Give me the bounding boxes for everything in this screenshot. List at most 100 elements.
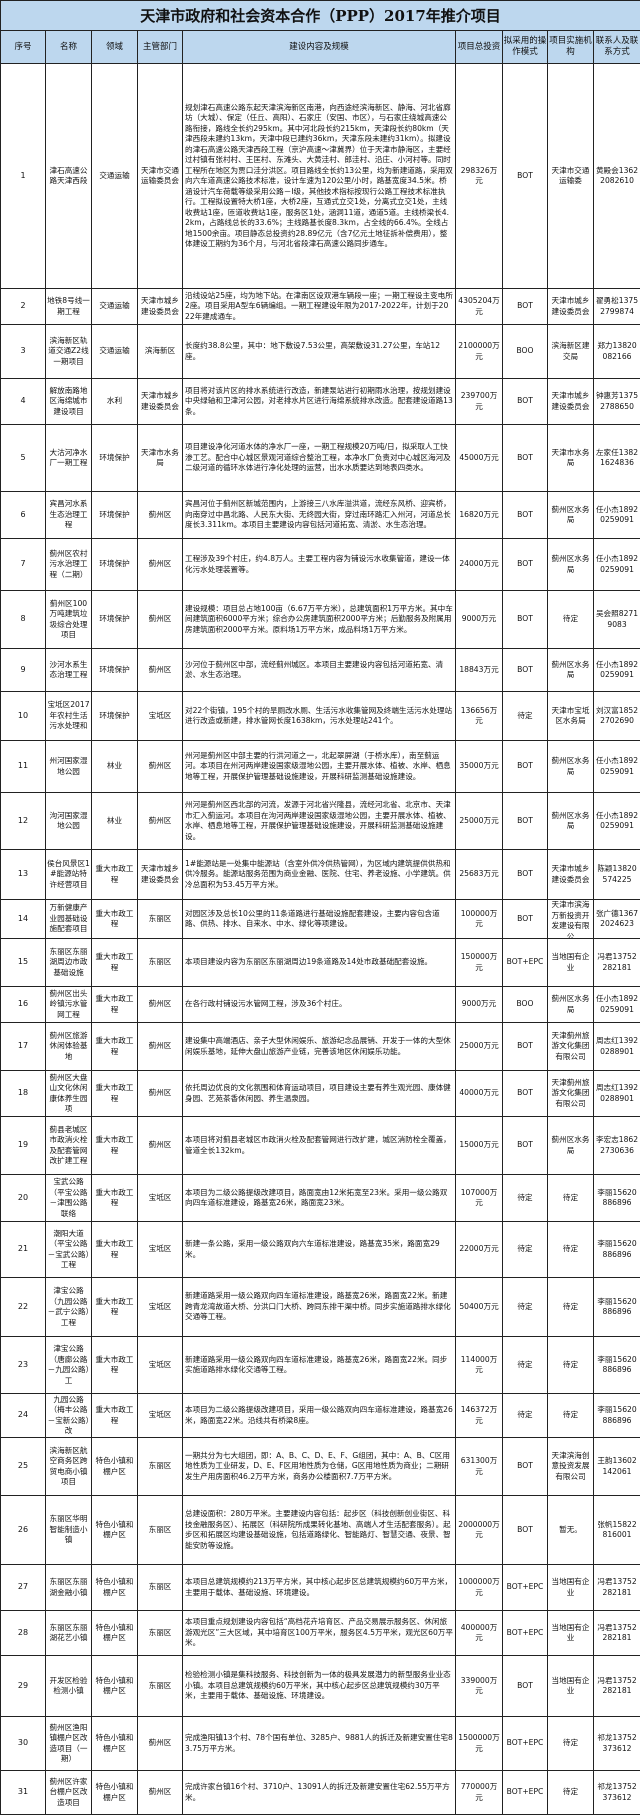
row-index-cell: 30 — [1, 1717, 46, 1771]
row-index-cell: 1 — [1, 64, 46, 289]
construction-content: 依托周边优良的文化氛围和体育运动项目，项目建设主要有养生观光园、康体健身园、艺苑… — [183, 1083, 455, 1104]
field: 环境保护 — [92, 453, 137, 464]
department: 滨海新区 — [138, 346, 182, 357]
contact-cell: 任小杰18920259091 — [594, 649, 640, 692]
department-cell: 宝坻区 — [138, 692, 183, 741]
operation-mode-cell: BOO — [503, 325, 548, 379]
operation-mode-cell: 待定 — [503, 1278, 548, 1337]
construction-content-cell: 项目建设净化河道水体的净水厂一座，一期工程规模20万吨/日，拟采取人工快渗工艺。… — [183, 425, 456, 492]
operation-mode-cell: BOT — [503, 850, 548, 900]
implementing-agency: 蓟州区水务局 — [548, 994, 593, 1015]
row-index-cell: 4 — [1, 379, 46, 425]
contact-cell: 冯君13752282181 — [594, 1565, 640, 1611]
row-index-cell: 27 — [1, 1565, 46, 1611]
row-index-cell: 20 — [1, 1175, 46, 1222]
construction-content-cell: 本项目总建筑规模约213万平方米，其中核心起步区总建筑规模约60万平方米，主要用… — [183, 1565, 456, 1611]
construction-content-cell: 本项目为二级公路提级改建项目，路面宽由12米拓宽至23米。采用一级公路双向四车道… — [183, 1175, 456, 1222]
contact-cell: 周志红13920288901 — [594, 1071, 640, 1117]
contact: 周志红13920288901 — [594, 1036, 640, 1057]
construction-content-cell: 本项目将对蓟县老城区市政消火栓及配套管网进行改扩建，城区消防栓全覆盖，管道全长1… — [183, 1117, 456, 1175]
implementing-agency: 待定 — [548, 1302, 593, 1313]
implementing-agency-cell: 蓟州区水务局 — [548, 539, 594, 591]
implementing-agency-cell: 待定 — [548, 1337, 594, 1394]
contact: 左家任13821624836 — [594, 448, 640, 469]
total-investment: 114000万元 — [456, 1355, 502, 1376]
field-cell: 特色小镇和棚户区 — [92, 1771, 138, 1815]
row-index: 3 — [1, 346, 45, 357]
row-index-cell: 5 — [1, 425, 46, 492]
field: 重大市政工程 — [92, 864, 137, 885]
row-index-cell: 7 — [1, 539, 46, 591]
construction-content-cell: 宾昌河位于蓟州区新城范围内，上游接三八水库溢洪道，流经东风桥、迎宾桥，向南穿过中… — [183, 492, 456, 539]
field-cell: 特色小镇和棚户区 — [92, 1565, 138, 1611]
department: 蓟州区 — [138, 1787, 182, 1798]
contact: 冯君13752282181 — [594, 1577, 640, 1598]
row-index: 2 — [1, 301, 45, 312]
header-col-index: 序号 — [1, 31, 46, 64]
total-investment: 22000万元 — [456, 1244, 502, 1255]
operation-mode: BOT — [503, 510, 547, 521]
operation-mode-cell: BOT — [503, 793, 548, 850]
implementing-agency-cell: 天津市滨海万新投资开发建设有限公 — [548, 900, 594, 939]
total-investment: 339000万元 — [456, 1676, 502, 1697]
total-investment-cell: 4305204万元 — [456, 289, 503, 325]
row-index: 7 — [1, 559, 45, 570]
field-cell: 特色小镇和棚户区 — [92, 1496, 138, 1565]
total-investment: 298326万元 — [456, 166, 502, 187]
project-name: 蓟州区100万吨建筑垃圾综合处理项目 — [46, 599, 91, 641]
field-cell: 交通运输 — [92, 64, 138, 289]
row-index: 10 — [1, 711, 45, 722]
row-index-cell: 15 — [1, 939, 46, 987]
operation-mode: BOT+EPC — [503, 1738, 547, 1749]
contact-cell: 任小杰18920259091 — [594, 793, 640, 850]
total-investment-cell: 239700万元 — [456, 379, 503, 425]
contact-cell: 吴会照82719083 — [594, 591, 640, 649]
header-col-name: 名称 — [46, 31, 92, 64]
project-name: 开发区检验检测小镇 — [46, 1676, 91, 1697]
implementing-agency-cell: 待定 — [548, 1222, 594, 1278]
implementing-agency-cell: 待定 — [548, 1771, 594, 1815]
field: 环境保护 — [92, 711, 137, 722]
field: 林业 — [92, 761, 137, 772]
implementing-agency-cell: 蓟州区水务局 — [548, 793, 594, 850]
implementing-agency-cell: 当地国有企业 — [548, 939, 594, 987]
department-cell: 蓟州区 — [138, 1771, 183, 1815]
department: 东丽区 — [138, 957, 182, 968]
total-investment-cell: 25683万元 — [456, 850, 503, 900]
field-cell: 重大市政工程 — [92, 1117, 138, 1175]
contact: 任小杰18920259091 — [594, 660, 640, 681]
department-cell: 东丽区 — [138, 1565, 183, 1611]
operation-mode: BOT — [503, 816, 547, 827]
department-cell: 蓟州区 — [138, 492, 183, 539]
row-index-cell: 13 — [1, 850, 46, 900]
operation-mode-cell: 待定 — [503, 692, 548, 741]
construction-content: 新建道路采用一级公路双向四车道标准建设，路基宽26米，路面宽22米。同步实施道路… — [183, 1355, 455, 1376]
total-investment-cell: 2000000万元 — [456, 1496, 503, 1565]
operation-mode: BOT — [503, 1041, 547, 1052]
row-index: 1 — [1, 171, 45, 182]
row-index-cell: 17 — [1, 1023, 46, 1071]
header-col-field: 领域 — [92, 31, 138, 64]
implementing-agency: 当地国有企业 — [548, 1676, 593, 1697]
implementing-agency-cell: 滨海新区建交局 — [548, 325, 594, 379]
project-name: 州河国家湿地公园 — [46, 756, 91, 777]
contact-cell: 冯君13752282181 — [594, 1656, 640, 1717]
contact-cell: 李丽15620886896 — [594, 1175, 640, 1222]
field: 重大市政工程 — [92, 1355, 137, 1376]
contact: 王韵13602142061 — [594, 1456, 640, 1477]
implementing-agency: 待定 — [548, 1787, 593, 1798]
operation-mode-cell: BOT+EPC — [503, 1565, 548, 1611]
department: 蓟州区 — [138, 510, 182, 521]
project-name: 解放南路地区海绵城市建设项目 — [46, 386, 91, 418]
contact-cell: 周志红13920288901 — [594, 1023, 640, 1071]
contact: 李丽15620886896 — [594, 1239, 640, 1260]
project-name-cell: 东丽区东丽湖金融小镇 — [46, 1565, 92, 1611]
department-cell: 东丽区 — [138, 939, 183, 987]
field-cell: 重大市政工程 — [92, 900, 138, 939]
operation-mode: BOT — [503, 761, 547, 772]
